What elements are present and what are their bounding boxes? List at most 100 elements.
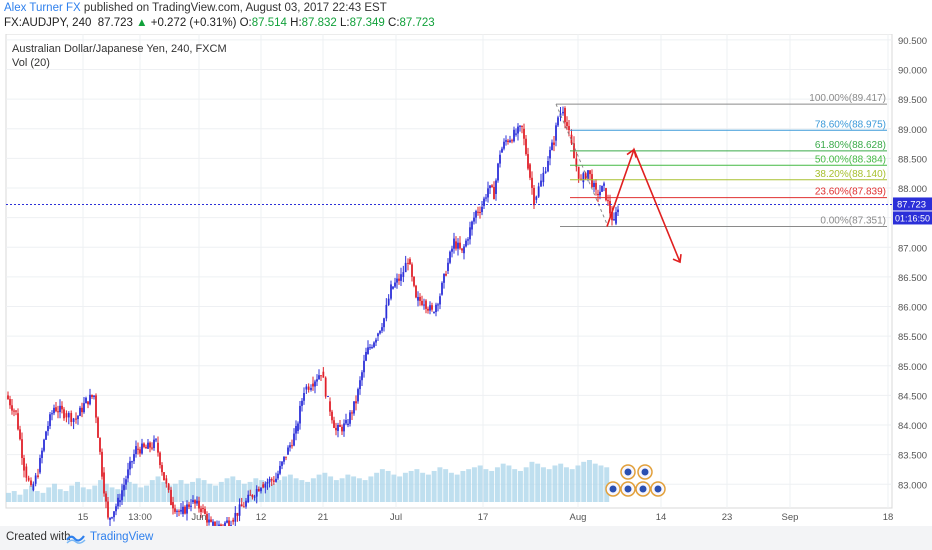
time-axis[interactable]: 15 13:00 Jun 12 21 Jul 17 Aug 14 23 Sep 18 — [78, 512, 894, 523]
volume-bar — [46, 487, 52, 502]
candle-body — [228, 520, 230, 526]
candle-body — [147, 442, 149, 449]
candle-body — [477, 211, 479, 213]
candle-body — [423, 304, 425, 306]
volume-bar — [454, 474, 460, 502]
candle-body — [72, 418, 75, 423]
candle-body — [186, 504, 188, 514]
volume-bar — [483, 469, 489, 502]
volume-bar — [443, 469, 449, 502]
candle-body — [305, 386, 308, 390]
candle-body — [437, 304, 439, 306]
candle-body — [9, 399, 11, 406]
candle-body — [429, 305, 431, 311]
flag-icon — [641, 468, 649, 476]
candle-body — [206, 513, 208, 523]
candle-body — [75, 418, 77, 420]
volume-bar — [109, 487, 115, 502]
volume-bar — [431, 470, 437, 502]
candle-body — [392, 286, 394, 289]
footer-bar: Created with TradingView — [0, 526, 932, 550]
publish-line: Alex Turner FX published on TradingView.… — [4, 2, 387, 14]
candle-body — [445, 273, 447, 276]
candle-body — [564, 108, 566, 123]
candle-body — [266, 482, 269, 484]
forecast-arrow[interactable] — [606, 147, 682, 264]
tradingview-logo-icon[interactable] — [66, 530, 86, 546]
candle-body — [188, 504, 190, 507]
candle-body — [232, 519, 235, 522]
candle-body — [607, 200, 609, 202]
candle-body — [275, 478, 277, 482]
price-axis[interactable]: 90.50090.00089.50089.00088.50088.00087.5… — [893, 36, 932, 491]
volume-bar — [425, 474, 431, 502]
candle-body — [245, 500, 247, 507]
candle-body — [515, 133, 517, 135]
candle-body — [521, 125, 523, 127]
volume-bar — [236, 480, 242, 502]
volume-bar — [11, 491, 17, 502]
candle-body — [455, 241, 457, 249]
candle-body — [357, 389, 359, 402]
candle-body — [127, 469, 129, 479]
candle-body — [525, 138, 527, 155]
candle-body — [582, 173, 585, 183]
candle-body — [115, 506, 117, 512]
y-tick-label: 85.500 — [898, 332, 927, 343]
volume-bar — [316, 474, 322, 502]
price-chart[interactable]: 100.00%(89.417) 78.60%(88.975) 61.80%(88.6… — [0, 34, 932, 526]
volume-bar — [92, 485, 98, 502]
volume-bar — [126, 481, 132, 502]
volume-bar — [460, 470, 466, 502]
fibonacci-retracement[interactable]: 100.00%(89.417) 78.60%(88.975) 61.80%(88.6… — [555, 93, 887, 228]
candle-body — [593, 182, 595, 187]
author-link[interactable]: Alex Turner FX — [4, 2, 81, 14]
last-price-tag — [893, 197, 932, 211]
volume-bar — [17, 494, 23, 502]
candle-body — [220, 524, 222, 526]
candle-body — [268, 479, 271, 483]
volume-bar — [207, 483, 213, 502]
volume-bar — [57, 489, 63, 502]
candle-body — [557, 117, 559, 126]
candle-body — [489, 185, 491, 189]
candle-body — [331, 411, 333, 421]
candle-body — [367, 347, 369, 354]
candle-body — [417, 296, 419, 301]
candle-body — [347, 423, 349, 426]
candle-body — [184, 506, 186, 514]
candle-body — [479, 211, 481, 213]
volume-bar — [23, 489, 29, 502]
x-tick-label: 23 — [722, 512, 733, 523]
candle-body — [208, 519, 210, 523]
candle-body — [537, 186, 540, 197]
volume-bar — [408, 470, 414, 502]
volume-bar — [52, 483, 57, 502]
volume-bar — [149, 480, 155, 502]
x-tick-label: 14 — [656, 512, 667, 523]
candle-body — [419, 296, 421, 301]
volume-bar — [34, 491, 40, 502]
candle-body — [396, 278, 398, 283]
x-tick-label: 21 — [318, 512, 329, 523]
candle-body — [487, 188, 489, 198]
candle-body — [570, 134, 573, 144]
candle-body — [617, 209, 619, 213]
tradingview-brand[interactable]: TradingView — [90, 531, 154, 543]
candle-body — [301, 400, 303, 406]
candle-body — [49, 414, 51, 426]
y-tick-label: 89.000 — [898, 125, 927, 136]
candle-body — [289, 445, 291, 448]
fib-label: 61.80%(88.628) — [815, 140, 886, 151]
candle-body — [461, 248, 463, 251]
candle-body — [503, 141, 505, 149]
x-tick-label: Sep — [782, 512, 799, 523]
candle-body — [272, 480, 275, 482]
candle-body — [101, 451, 103, 477]
candle-body — [611, 211, 613, 221]
volume-bar — [172, 483, 178, 502]
event-icons[interactable] — [605, 464, 666, 497]
candle-body — [327, 396, 329, 398]
candle-body — [238, 504, 241, 516]
candle-body — [467, 239, 469, 241]
